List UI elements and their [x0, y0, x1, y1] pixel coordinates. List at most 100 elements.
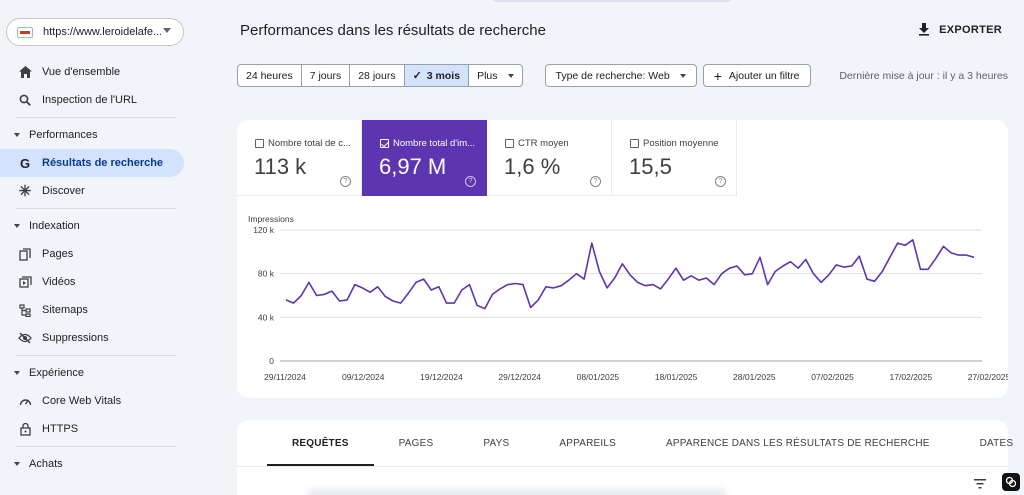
metric-label-row: Position moyenne — [630, 138, 719, 149]
sidebar-divider — [16, 355, 176, 356]
checkbox-icon[interactable] — [630, 139, 639, 148]
tabs-divider — [237, 466, 1008, 467]
google-g-icon: G — [19, 155, 31, 171]
sidebar-section-performances[interactable]: Performances — [0, 121, 192, 149]
pages-icon — [18, 247, 32, 261]
search-type-dropdown[interactable]: Type de recherche: Web — [544, 64, 697, 87]
tab-search-appearance[interactable]: APPARENCE DANS LES RÉSULTATS DE RECHERCH… — [665, 438, 930, 449]
metric-label-row: Nombre total d'im... — [380, 138, 475, 149]
property-selector[interactable]: https://www.leroidelafe... — [6, 18, 184, 46]
help-icon[interactable]: ? — [590, 176, 601, 187]
metric-value: 113 k — [254, 154, 307, 179]
sidebar-section-title: Performances — [29, 129, 98, 141]
export-label: EXPORTER — [939, 24, 1002, 36]
export-button[interactable]: EXPORTER — [918, 23, 1002, 37]
y-tick-label: 0 — [269, 356, 274, 366]
checkbox-checked-icon[interactable] — [380, 139, 389, 148]
sidebar-item-label: Core Web Vitals — [42, 395, 122, 407]
sidebar-section-experience[interactable]: Expérience — [0, 359, 192, 387]
metric-label: Nombre total d'im... — [393, 138, 476, 149]
table-row[interactable] — [307, 488, 727, 495]
tab-pages[interactable]: PAGES — [398, 438, 434, 449]
x-tick-label: 29/12/2024 — [498, 372, 541, 382]
sidebar-item-https[interactable]: HTTPS — [0, 415, 192, 443]
x-tick-label: 19/12/2024 — [420, 372, 463, 382]
sidebar-item-url-inspection[interactable]: Inspection de l'URL — [0, 86, 192, 114]
metric-label-row: CTR moyen — [505, 138, 569, 149]
metric-label-row: Nombre total de c... — [255, 138, 351, 149]
range-28d-button[interactable]: 28 jours — [350, 65, 405, 86]
sidebar-item-search-results[interactable]: G Résultats de recherche — [0, 149, 184, 177]
sidebar-item-label: Discover — [42, 185, 85, 197]
lock-icon — [18, 422, 32, 436]
help-icon[interactable]: ? — [715, 176, 726, 187]
range-more-button[interactable]: Plus — [469, 65, 521, 86]
impressions-series-line[interactable] — [285, 238, 975, 310]
sidebar-section-indexation[interactable]: Indexation — [0, 212, 192, 240]
add-filter-button[interactable]: + Ajouter un filtre — [702, 64, 811, 87]
eye-off-icon — [18, 331, 32, 345]
filter-list-icon[interactable] — [974, 476, 986, 489]
metric-label: Position moyenne — [643, 138, 719, 149]
home-icon — [18, 65, 32, 79]
help-icon[interactable]: ? — [465, 176, 476, 187]
chart-y-axis-title: Impressions — [248, 214, 294, 224]
asterisk-icon: ✳ — [18, 183, 32, 200]
sidebar-item-label: Résultats de recherche — [42, 157, 164, 169]
search-icon — [18, 93, 32, 107]
caret-down-icon — [679, 73, 686, 78]
x-tick-label: 08/01/2025 — [577, 372, 620, 382]
date-range-selector: 24 heures 7 jours 28 jours ✓ 3 mois Plus — [237, 64, 523, 87]
checkbox-icon[interactable] — [505, 139, 514, 148]
sidebar-section-title: Indexation — [29, 220, 80, 232]
range-more-label: Plus — [477, 69, 498, 82]
page-title: Performances dans les résultats de reche… — [240, 22, 546, 39]
x-tick-label: 17/02/2025 — [890, 372, 933, 382]
y-tick-label: 40 k — [258, 312, 275, 322]
metric-total-impressions[interactable]: Nombre total d'im... 6,97 M ? — [362, 120, 487, 196]
y-tick-label: 120 k — [253, 225, 275, 235]
chart-svg: 120 k 80 k 40 k 0 29/11/2024 09/12/2024 19/12/… — [253, 225, 1008, 382]
last-update-text: Dernière mise à jour : il y a 3 heures — [839, 70, 1008, 82]
extension-icon[interactable] — [1002, 473, 1020, 491]
chevron-down-icon — [163, 28, 171, 33]
help-icon[interactable]: ? — [340, 176, 351, 187]
sidebar-item-label: Pages — [42, 248, 74, 260]
sidebar-item-discover[interactable]: ✳ Discover — [0, 177, 192, 205]
tab-devices[interactable]: APPAREILS — [559, 438, 616, 449]
gauge-icon — [18, 394, 32, 408]
metric-average-ctr[interactable]: CTR moyen 1,6 % ? — [487, 120, 612, 196]
sidebar-item-sitemaps[interactable]: Sitemaps — [0, 296, 192, 324]
metric-average-position[interactable]: Position moyenne 15,5 ? — [612, 120, 737, 196]
sidebar-divider — [16, 208, 176, 209]
range-7d-button[interactable]: 7 jours — [302, 65, 351, 86]
sidebar-section-title: Achats — [29, 458, 63, 470]
sidebar-item-overview[interactable]: Vue d'ensemble — [0, 58, 192, 86]
checkbox-icon[interactable] — [255, 139, 264, 148]
sidebar-item-core-web-vitals[interactable]: Core Web Vitals — [0, 387, 192, 415]
download-icon — [918, 23, 930, 37]
search-bar-edge[interactable] — [492, 0, 732, 2]
sidebar-divider — [16, 446, 176, 447]
sidebar-section-achats[interactable]: Achats — [0, 450, 192, 478]
details-card: REQUÊTES PAGES PAYS APPAREILS APPARENCE … — [237, 420, 1013, 495]
sidebar-item-videos[interactable]: Vidéos — [0, 268, 192, 296]
tab-queries[interactable]: REQUÊTES — [267, 434, 374, 466]
plus-icon: + — [713, 67, 722, 84]
check-icon: ✓ — [412, 70, 422, 82]
range-3m-button[interactable]: ✓ 3 mois — [404, 65, 470, 86]
sidebar-item-pages[interactable]: Pages — [0, 240, 192, 268]
sidebar-item-removals[interactable]: Suppressions — [0, 324, 192, 352]
x-tick-label: 09/12/2024 — [342, 372, 385, 382]
tab-countries[interactable]: PAYS — [483, 438, 510, 449]
details-tabs: REQUÊTES PAGES PAYS APPAREILS APPARENCE … — [267, 434, 1024, 466]
impressions-chart: Impressions 120 k 80 k 40 k 0 29/11/2024 09/1… — [237, 210, 1008, 390]
sidebar-item-label: HTTPS — [42, 423, 79, 435]
caret-down-icon — [14, 462, 20, 466]
x-tick-label: 28/01/2025 — [733, 372, 776, 382]
sidebar-item-label: Suppressions — [42, 332, 109, 344]
metric-total-clicks[interactable]: Nombre total de c... 113 k ? — [237, 120, 362, 196]
range-24h-button[interactable]: 24 heures — [238, 65, 302, 86]
tab-dates[interactable]: DATES — [979, 438, 1014, 449]
filter-bar: 24 heures 7 jours 28 jours ✓ 3 mois Plus… — [237, 64, 811, 87]
